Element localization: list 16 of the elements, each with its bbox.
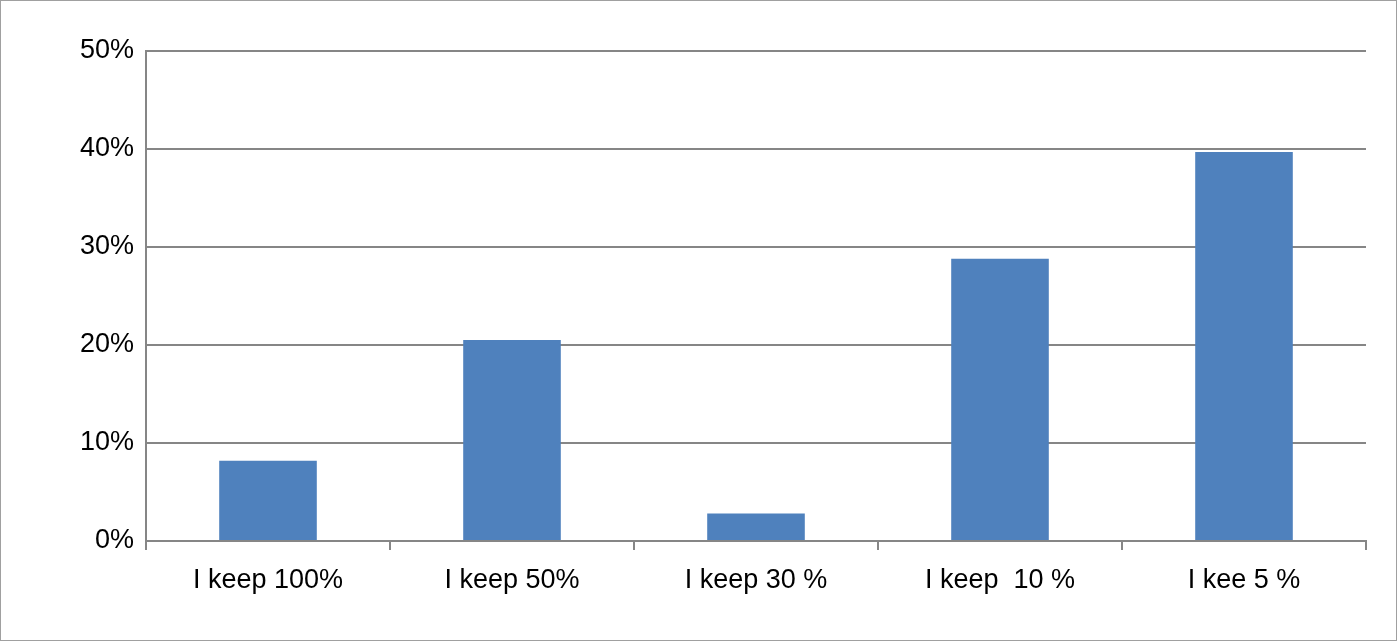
x-tick-label: I keep 100% — [192, 563, 344, 594]
y-tick-label: 40% — [79, 132, 134, 163]
bar — [463, 340, 561, 540]
bar — [707, 513, 805, 540]
y-tick-label: 0% — [94, 524, 134, 555]
x-tick-label: I keep 50% — [444, 563, 580, 594]
bar — [219, 460, 317, 540]
y-tick-label: 20% — [79, 328, 134, 359]
bar — [1195, 151, 1293, 540]
y-tick-label: 50% — [79, 34, 134, 65]
y-tick-label: 10% — [79, 426, 134, 457]
x-tick-label: I keep 30 % — [684, 563, 828, 594]
x-tick-label: I kee 5 % — [1187, 563, 1301, 594]
bar — [951, 258, 1049, 540]
y-tick-label: 30% — [79, 230, 134, 261]
x-tick-label: I keep 10 % — [924, 563, 1076, 594]
